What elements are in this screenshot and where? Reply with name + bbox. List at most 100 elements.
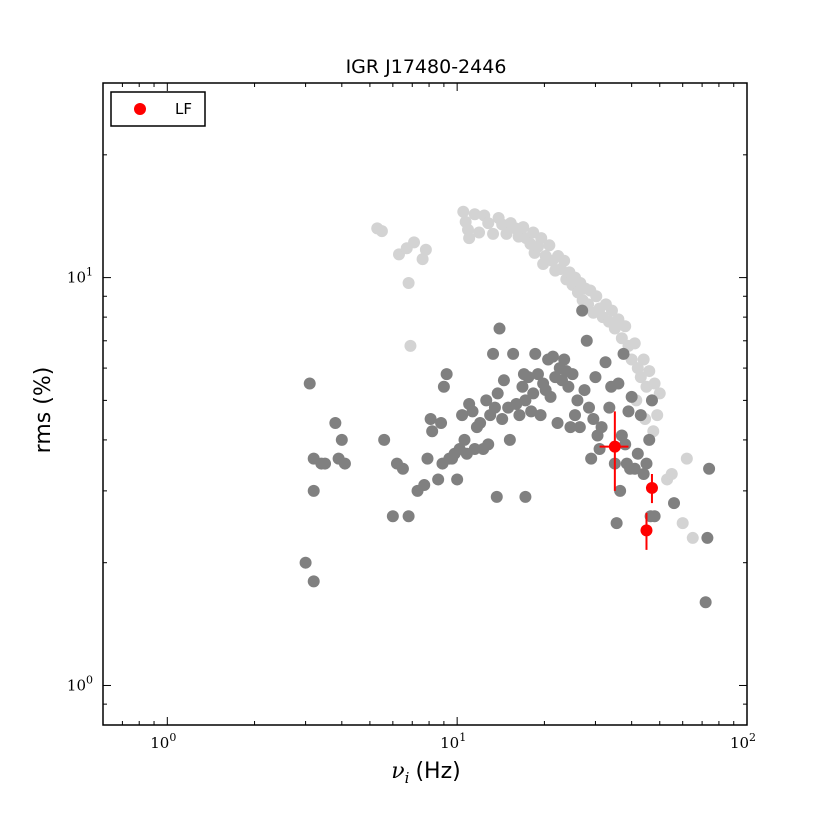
data-point xyxy=(622,405,635,418)
data-point xyxy=(493,322,506,335)
data-point xyxy=(634,409,647,422)
data-point xyxy=(640,524,653,537)
series-2 xyxy=(299,304,716,609)
data-point xyxy=(416,253,429,266)
x-axis-label-unit: (Hz) xyxy=(415,759,460,784)
data-point xyxy=(516,380,529,393)
data-point xyxy=(424,413,437,426)
data-point xyxy=(490,490,503,503)
data-point xyxy=(640,457,653,470)
data-point xyxy=(603,401,616,414)
data-point xyxy=(648,510,661,523)
data-point xyxy=(595,421,608,434)
x-axis-label-subscript: i xyxy=(405,769,410,787)
data-point xyxy=(645,481,658,494)
data-point xyxy=(648,377,661,390)
data-point xyxy=(665,467,678,480)
data-point xyxy=(619,438,632,451)
data-point xyxy=(463,232,476,245)
data-point xyxy=(435,417,448,430)
y-tick-label: 100 xyxy=(67,673,93,694)
data-point xyxy=(507,347,520,360)
data-point xyxy=(680,452,693,465)
data-point xyxy=(378,433,391,446)
data-point xyxy=(701,531,714,544)
data-point xyxy=(535,232,548,245)
data-point xyxy=(418,479,431,492)
legend-box xyxy=(110,91,206,127)
data-point xyxy=(628,337,641,350)
data-point xyxy=(643,433,656,446)
data-point xyxy=(599,356,612,369)
data-point xyxy=(421,452,434,465)
data-point xyxy=(497,374,510,387)
data-point xyxy=(551,417,564,430)
data-point xyxy=(437,380,450,393)
data-point xyxy=(558,353,571,366)
data-point xyxy=(491,387,504,400)
data-point xyxy=(527,387,540,400)
data-point xyxy=(651,409,664,422)
data-point xyxy=(303,377,316,390)
legend-marker-lf xyxy=(134,103,146,115)
data-point xyxy=(419,243,432,256)
data-point xyxy=(564,421,577,434)
data-point xyxy=(319,457,331,470)
data-point xyxy=(686,531,699,544)
data-point xyxy=(451,473,464,486)
data-point xyxy=(473,226,486,239)
data-point xyxy=(544,390,557,403)
data-point xyxy=(578,384,591,397)
data-point xyxy=(329,417,342,430)
data-point xyxy=(426,425,439,438)
data-point xyxy=(612,377,625,390)
data-point xyxy=(587,413,600,426)
data-point xyxy=(488,401,501,414)
data-point xyxy=(510,397,523,410)
data-point xyxy=(585,452,598,465)
data-point xyxy=(571,394,584,407)
data-point xyxy=(503,433,516,446)
data-layer xyxy=(299,205,716,609)
x-tick-label: 102 xyxy=(730,731,756,752)
data-point xyxy=(487,227,500,240)
data-point xyxy=(676,517,689,530)
data-point xyxy=(496,413,509,426)
data-point xyxy=(456,409,469,422)
data-point xyxy=(645,394,658,407)
series-lf xyxy=(599,411,658,550)
data-point xyxy=(458,433,471,446)
y-axis-label: rms (%) xyxy=(31,367,56,454)
data-point xyxy=(628,462,641,475)
data-point xyxy=(299,556,312,569)
data-point xyxy=(525,405,538,418)
data-point xyxy=(558,254,571,267)
data-point xyxy=(517,221,530,234)
data-point xyxy=(338,457,351,470)
plot-frame xyxy=(102,82,748,726)
data-point xyxy=(482,438,495,451)
data-point xyxy=(468,208,481,221)
data-point xyxy=(474,417,487,430)
data-point xyxy=(307,484,320,497)
data-point xyxy=(402,276,415,289)
data-point xyxy=(375,225,388,238)
data-point xyxy=(408,236,421,249)
data-point xyxy=(590,290,603,303)
data-point xyxy=(404,339,417,352)
data-point xyxy=(562,380,575,393)
data-point xyxy=(617,347,630,360)
data-point xyxy=(307,575,320,588)
data-point xyxy=(440,368,453,381)
data-point xyxy=(568,409,581,422)
x-tick-label: 101 xyxy=(440,731,466,752)
data-point xyxy=(466,405,479,418)
data-point xyxy=(522,371,535,384)
data-point xyxy=(519,490,532,503)
data-point xyxy=(482,217,495,230)
x-axis-label: νi (Hz) xyxy=(391,759,460,787)
data-point xyxy=(519,394,532,407)
data-point xyxy=(634,371,647,384)
data-point xyxy=(386,510,399,523)
